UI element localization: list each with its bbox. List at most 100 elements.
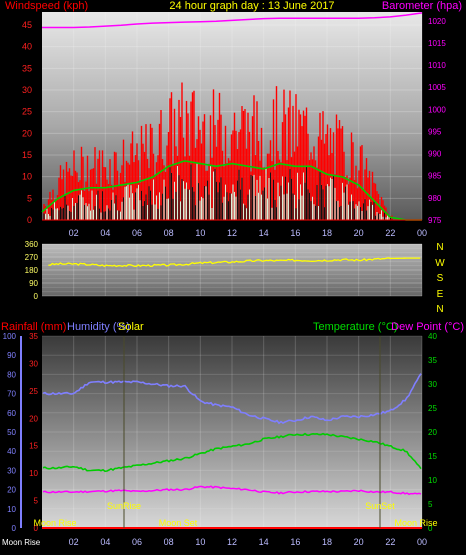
direction-letter-n-bottom: N bbox=[436, 304, 443, 315]
wind-average-line bbox=[41, 160, 422, 221]
windspeed-axis-label: Windspeed (kph) bbox=[5, 0, 88, 12]
wind-y-tick-label: 35 bbox=[22, 63, 32, 73]
temperature-y-tick-label: 10 bbox=[428, 476, 437, 485]
data-marks bbox=[20, 12, 423, 529]
wind-y-tick-label: 40 bbox=[22, 42, 32, 52]
x-tick-label-bottom: 16 bbox=[290, 537, 300, 547]
wind-y-tick-label: 10 bbox=[22, 172, 32, 182]
temperature-y-tick-label: 15 bbox=[428, 452, 437, 461]
chart-title: 24 hour graph day : 13 June 2017 bbox=[169, 0, 334, 12]
x-tick-label-top: 22 bbox=[385, 228, 395, 238]
wind-y-tick-label: 5 bbox=[27, 193, 32, 203]
temperature-y-tick-label: 0 bbox=[428, 524, 433, 533]
humidity-y-tick-label: 30 bbox=[7, 466, 16, 475]
x-tick-label-top: 02 bbox=[69, 228, 79, 238]
moonrise-right-label: Moon Rise bbox=[394, 518, 437, 528]
barometer-y-tick-label: 1000 bbox=[428, 105, 446, 114]
direction-letter-s: S bbox=[437, 273, 444, 284]
rain-y-tick-label: 5 bbox=[34, 497, 39, 506]
x-tick-label-top: 14 bbox=[259, 228, 269, 238]
humidity-y-tick-label: 90 bbox=[7, 351, 16, 360]
sunrise-label: SunRise bbox=[107, 501, 141, 511]
sunset-label: SunSet bbox=[365, 501, 395, 511]
barometer-y-tick-label: 1005 bbox=[428, 83, 446, 92]
barometer-y-tick-label: 980 bbox=[428, 194, 442, 203]
direction-panel bbox=[42, 244, 422, 296]
bottom-moonrise-label: Moon Rise bbox=[2, 538, 41, 547]
x-tick-label-bottom: 02 bbox=[69, 537, 79, 547]
rain-y-tick-label: 35 bbox=[29, 332, 38, 341]
temperature-axis-label: Temperature (°C) bbox=[313, 321, 397, 333]
x-tick-label-top: 04 bbox=[100, 228, 110, 238]
solar-axis-label: Solar bbox=[118, 321, 144, 333]
x-tick-label-bottom: 18 bbox=[322, 537, 332, 547]
direction-y-tick-label: 180 bbox=[25, 266, 39, 275]
x-tick-label-bottom: 22 bbox=[385, 537, 395, 547]
climate-panel bbox=[42, 336, 422, 528]
barometer-y-tick-label: 1010 bbox=[428, 61, 446, 70]
x-tick-label-bottom: 04 bbox=[100, 537, 110, 547]
temperature-y-tick-label: 40 bbox=[428, 332, 437, 341]
humidity-line bbox=[42, 373, 422, 425]
x-tick-label-top: 10 bbox=[195, 228, 205, 238]
x-tick-label-bottom: 00 bbox=[417, 537, 427, 547]
direction-y-tick-label: 270 bbox=[25, 253, 39, 262]
x-tick-label-top: 08 bbox=[164, 228, 174, 238]
rain-y-tick-label: 15 bbox=[29, 442, 38, 451]
humidity-y-tick-label: 100 bbox=[3, 332, 17, 341]
x-tick-label-bottom: 20 bbox=[354, 537, 364, 547]
wind-y-tick-label: 25 bbox=[22, 107, 32, 117]
wind-y-tick-label: 30 bbox=[22, 85, 32, 95]
direction-y-tick-label: 0 bbox=[34, 292, 39, 301]
humidity-y-tick-label: 10 bbox=[7, 505, 16, 514]
direction-letter-w: W bbox=[435, 258, 445, 269]
direction-letter-n-top: N bbox=[436, 242, 443, 253]
humidity-y-tick-label: 50 bbox=[7, 428, 16, 437]
x-tick-label-bottom: 10 bbox=[195, 537, 205, 547]
barometer-y-tick-label: 975 bbox=[428, 216, 442, 225]
temperature-y-tick-label: 35 bbox=[428, 356, 437, 365]
x-tick-label-top: 00 bbox=[417, 228, 427, 238]
rain-y-tick-label: 25 bbox=[29, 387, 38, 396]
humidity-y-tick-label: 0 bbox=[12, 524, 17, 533]
dewpoint-axis-label: Dew Point (°C) bbox=[391, 321, 464, 333]
temperature-y-tick-label: 20 bbox=[428, 428, 437, 437]
rainfall-axis-label: Rainfall (mm) bbox=[1, 321, 66, 333]
barometer-y-tick-label: 990 bbox=[428, 150, 442, 159]
barometer-y-tick-label: 1015 bbox=[428, 39, 446, 48]
wind-y-tick-label: 15 bbox=[22, 150, 32, 160]
moonrise-left-label: Moon Rise bbox=[33, 518, 76, 528]
tick-labels: 0202040406060808101012121414161618182020… bbox=[3, 17, 447, 547]
temperature-y-tick-label: 30 bbox=[428, 380, 437, 389]
wind-y-tick-label: 45 bbox=[22, 20, 32, 30]
barometer-y-tick-label: 985 bbox=[428, 172, 442, 181]
x-tick-label-top: 16 bbox=[290, 228, 300, 238]
rain-y-tick-label: 0 bbox=[34, 524, 39, 533]
moonset-label: Moon Set bbox=[159, 518, 198, 528]
wind-direction-line bbox=[48, 257, 421, 268]
barometer-line bbox=[42, 12, 423, 29]
direction-y-tick-label: 90 bbox=[29, 279, 38, 288]
humidity-y-tick-label: 40 bbox=[7, 447, 16, 456]
rain-y-tick-label: 30 bbox=[29, 359, 38, 368]
humidity-y-tick-label: 20 bbox=[7, 486, 16, 495]
humidity-y-tick-label: 60 bbox=[7, 409, 16, 418]
x-tick-label-top: 12 bbox=[227, 228, 237, 238]
rain-y-tick-label: 10 bbox=[29, 469, 38, 478]
humidity-y-tick-label: 80 bbox=[7, 370, 16, 379]
x-tick-label-bottom: 06 bbox=[132, 537, 142, 547]
x-tick-label-top: 06 bbox=[132, 228, 142, 238]
x-tick-label-bottom: 12 bbox=[227, 537, 237, 547]
x-tick-label-bottom: 14 bbox=[259, 537, 269, 547]
temperature-line bbox=[42, 432, 422, 473]
humidity-axis-label: Humidity (%) bbox=[67, 321, 130, 333]
barometer-y-tick-label: 995 bbox=[428, 127, 442, 136]
wind-y-tick-label: 20 bbox=[22, 128, 32, 138]
rain-y-tick-label: 20 bbox=[29, 414, 38, 423]
x-tick-label-bottom: 08 bbox=[164, 537, 174, 547]
direction-letter-e: E bbox=[437, 289, 444, 300]
direction-y-tick-label: 360 bbox=[25, 240, 39, 249]
barometer-y-tick-label: 1020 bbox=[428, 17, 446, 26]
temperature-y-tick-label: 5 bbox=[428, 500, 433, 509]
